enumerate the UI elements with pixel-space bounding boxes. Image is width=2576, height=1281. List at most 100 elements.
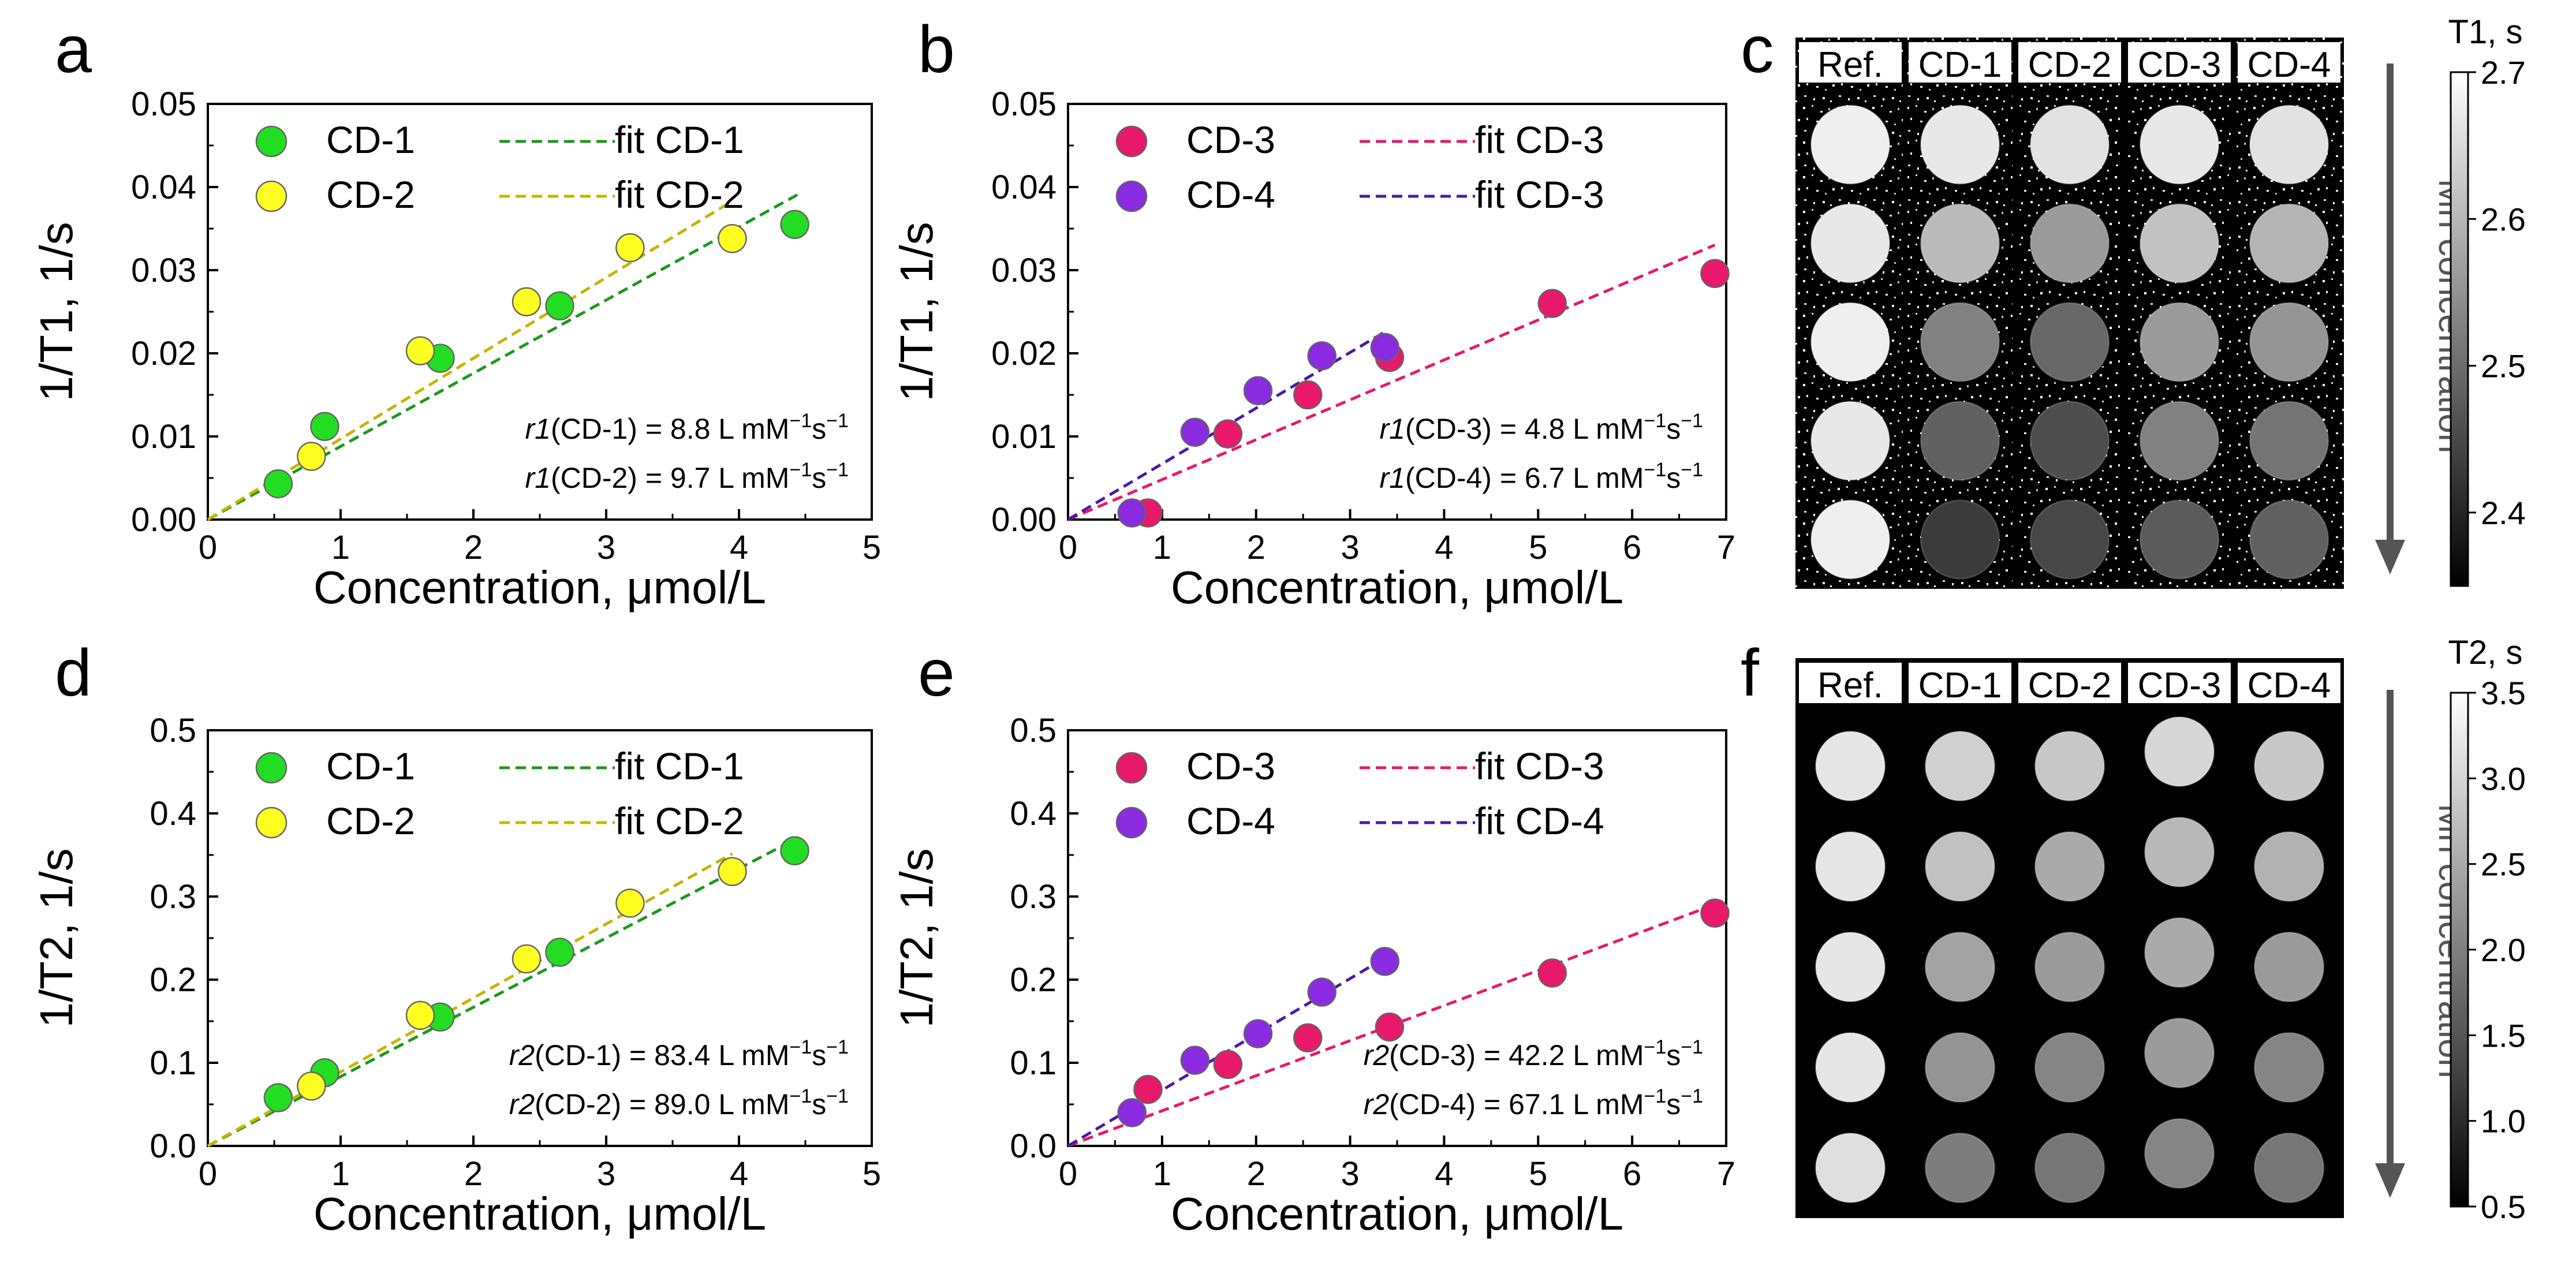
y-tick-label: 0.5 [150, 712, 196, 749]
colorbar-tick-label: 3.0 [2481, 760, 2526, 797]
y-axis-label: 1/T1, 1/s [891, 222, 942, 401]
x-tick-label: 5 [863, 529, 881, 566]
legend-label: CD-1 [326, 118, 415, 161]
legend-marker [255, 752, 288, 784]
colorbar [2450, 71, 2469, 587]
column-header: CD-3 [2138, 45, 2222, 85]
x-tick-label: 1 [331, 529, 350, 566]
x-tick-label: 0 [1059, 529, 1077, 566]
x-axis-label: Concentration, μmol/L [1171, 1188, 1623, 1239]
x-tick-label: 1 [1153, 529, 1171, 566]
x-tick-label: 2 [464, 1155, 483, 1193]
data-point [718, 224, 747, 253]
x-axis-label: Concentration, μmol/L [313, 562, 766, 613]
sample-well [2144, 1017, 2215, 1089]
x-tick-label: 3 [1341, 1155, 1359, 1193]
y-tick-label: 0.0 [1010, 1127, 1056, 1165]
x-tick-label: 6 [1623, 529, 1641, 566]
sample-well [2029, 104, 2110, 185]
x-tick-label: 5 [1529, 1155, 1547, 1193]
x-tick-label: 3 [1341, 529, 1359, 566]
data-point [310, 412, 339, 441]
data-point [1700, 898, 1730, 928]
data-point [1180, 417, 1210, 447]
sample-well [2029, 302, 2110, 382]
data-point [780, 210, 809, 240]
x-axis-label: Concentration, μmol/L [1171, 562, 1623, 613]
data-point [263, 469, 293, 499]
sample-well [2253, 1032, 2325, 1103]
sample-well [2139, 203, 2220, 283]
data-point [405, 336, 435, 365]
sample-well [1815, 831, 1886, 902]
x-axis-label: Concentration, μmol/L [313, 1188, 766, 1239]
sample-well [2144, 816, 2215, 888]
sample-well [2249, 203, 2329, 283]
column-header: CD-4 [2248, 666, 2331, 705]
data-point [1133, 1074, 1163, 1104]
sample-well [2029, 499, 2110, 580]
sample-well [1810, 401, 1891, 481]
legend-label: CD-4 [1186, 173, 1275, 216]
sample-well [1815, 1032, 1886, 1103]
panel-letter-e: e [918, 636, 955, 710]
data-point [1370, 333, 1400, 363]
concentration-arrowhead [2375, 540, 2405, 574]
sample-well [2139, 302, 2220, 382]
data-point [512, 287, 542, 316]
concentration-arrowhead [2375, 1163, 2405, 1198]
sample-well [1810, 203, 1891, 283]
sample-well [2139, 104, 2220, 185]
data-point [263, 1083, 293, 1112]
sample-well [2029, 401, 2110, 481]
data-point [1307, 341, 1336, 371]
column-header-bg [2128, 663, 2231, 703]
sample-well [1920, 203, 2000, 283]
sample-well [1815, 1132, 1886, 1204]
legend-marker [255, 125, 288, 158]
y-tick-label: 0.05 [131, 85, 196, 123]
panel-letter-a: a [55, 13, 92, 87]
column-header-bg [1909, 42, 2011, 83]
colorbar-title: T2, s [2448, 634, 2523, 671]
x-tick-label: 3 [597, 1155, 615, 1193]
sample-well [2144, 1118, 2215, 1189]
data-point [1293, 380, 1323, 410]
sample-well [2034, 831, 2105, 902]
column-header-bg [2238, 42, 2340, 83]
fit-line [207, 852, 733, 1148]
y-tick-label: 0.4 [1010, 795, 1056, 832]
fit-line [1067, 244, 1716, 521]
legend-fit-label: fit CD-3 [1475, 745, 1604, 787]
x-tick-label: 2 [1247, 1155, 1265, 1193]
relaxivity-annotation: r2(CD-1) = 83.4 L mM−1s−1 [509, 1036, 849, 1071]
legend-label: CD-2 [326, 173, 415, 216]
y-tick-label: 0.3 [1010, 878, 1056, 916]
sample-well [2029, 203, 2110, 283]
sample-well [1920, 104, 2000, 185]
y-axis-label: 1/T1, 1/s [31, 222, 82, 401]
x-tick-label: 4 [1435, 529, 1453, 566]
y-tick-label: 0.2 [1010, 961, 1056, 999]
y-tick-label: 0.00 [131, 501, 196, 539]
sample-well [2034, 931, 2105, 1003]
y-tick-label: 0.5 [1010, 712, 1056, 749]
legend-marker [1115, 125, 1148, 158]
data-point [718, 857, 747, 887]
legend-label: CD-3 [1186, 745, 1275, 787]
panel-letter-d: d [55, 636, 92, 710]
x-tick-label: 3 [597, 529, 615, 566]
colorbar-tick-label: 3.5 [2481, 675, 2526, 711]
legend-fit-label: fit CD-3 [1475, 173, 1604, 216]
x-tick-label: 0 [199, 1155, 217, 1193]
mri-map-t1: Ref.CD-1CD-2CD-3CD-4Mn concentrationT1, … [1795, 13, 2526, 589]
data-point [1370, 947, 1400, 976]
y-tick-label: 0.01 [131, 418, 196, 455]
sample-well [1810, 104, 1891, 185]
data-point [1117, 498, 1147, 528]
data-point [615, 233, 645, 263]
legend-fit-label: fit CD-2 [615, 800, 744, 842]
column-header: Ref. [1817, 666, 1883, 705]
sample-well [1815, 730, 1886, 802]
